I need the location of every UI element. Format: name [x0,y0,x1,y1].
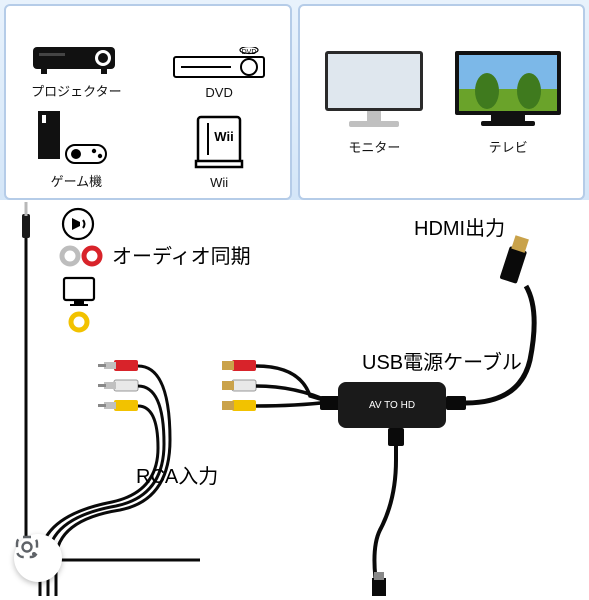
cell-dvd: DVD DVD [157,12,282,100]
rca-male-red [98,360,138,371]
game-label: ゲーム機 [51,171,103,190]
rca-male-yellow [98,400,138,411]
rca-in-label: RCA入力 [136,460,218,489]
dvd-icon: DVD [173,47,265,81]
audio-sync-label: オーディオ同期 [112,240,251,269]
cell-projector: プロジェクター [14,12,139,100]
monitor-label: モニター [348,137,400,156]
audio-sync-icons [62,209,100,330]
game-console-icon [32,109,120,167]
usb-power-label: USB電源ケーブル [362,346,522,375]
hdmi-strain-relief [446,396,466,410]
rca-male-white [98,380,138,391]
hdmi-out-label: HDMI出力 [414,212,505,241]
dvd-label: DVD [205,85,232,100]
rca-in-yellow [256,402,330,406]
device-panels: プロジェクター DVD DVD ゲーム機 [0,0,589,200]
projector-label: プロジェクター [31,81,121,100]
audio-jack-tip [25,202,28,216]
usb-strain-relief [388,428,404,446]
lens-icon [14,534,40,560]
hdmi-cable [466,286,534,403]
wii-label: Wii [210,175,228,190]
converter-text: AV TO HD [369,400,415,411]
cell-wii: Wii Wii [157,102,282,190]
rca-female-yellow [222,400,256,411]
audio-jack-body [22,214,30,238]
cell-tv: テレビ [441,47,575,156]
input-devices-panel: プロジェクター DVD DVD ゲーム機 [4,4,292,200]
projector-icon [31,41,121,77]
wii-logo-text: Wii [214,129,233,144]
tv-label: テレビ [489,137,528,156]
rca-strain-relief [320,396,340,410]
cell-monitor: モニター [308,47,442,156]
usb-cable [374,428,396,596]
hdmi-plug [499,235,530,284]
monitor-icon [319,47,429,133]
usb-mini-plug [372,572,386,596]
wii-icon: Wii [184,113,254,171]
google-lens-button[interactable] [14,534,62,582]
rca-female-red [222,360,256,371]
rca-cable-white [48,386,164,596]
wiring-diagram: AV TO HD オーディオ同期 HDMI出力 USB電源ケーブル RCA入力 [0,200,589,596]
tv-icon [451,47,565,133]
output-devices-panel: モニター テレビ [298,4,586,200]
cell-game: ゲーム機 [14,102,139,190]
rca-female-white [222,380,256,391]
